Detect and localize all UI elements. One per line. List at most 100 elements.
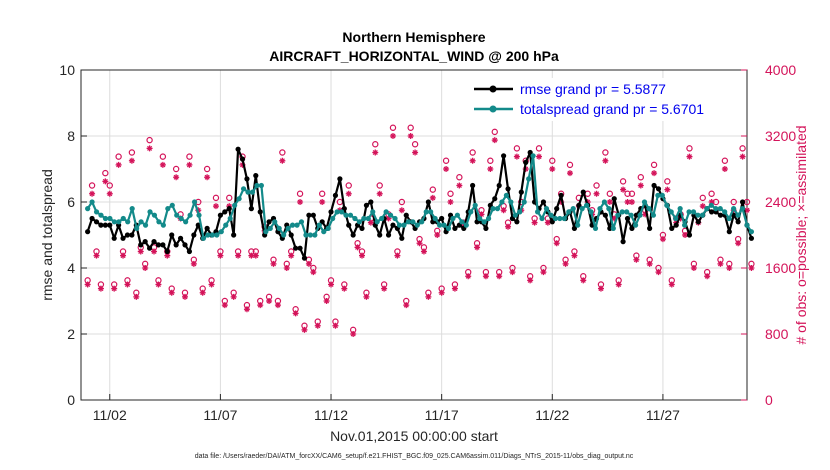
obs-assimilated-point (505, 223, 512, 230)
obs-assimilated-stroke (315, 323, 321, 329)
obs-assimilated-stroke (93, 253, 100, 259)
obs-assimilated-point (97, 285, 104, 292)
rmse-point (155, 242, 162, 248)
obs-assimilated-stroke (381, 286, 387, 292)
totalspread-point (356, 219, 362, 225)
obs-assimilated-point (115, 161, 122, 168)
obs-assimilated-point (345, 190, 352, 197)
obs-assimilated-point (270, 260, 277, 267)
totalspread-point (129, 206, 135, 212)
obs-assimilated-stroke (452, 286, 458, 292)
obs-assimilated-point (257, 302, 264, 309)
totalspread-point (592, 225, 599, 231)
y-axis-ticks: 0 2 4 6 8 10 (59, 62, 87, 408)
totalspread-point (650, 212, 657, 218)
rmse-point (146, 245, 153, 251)
obs-assimilated-point (283, 265, 290, 271)
totalspread-point (575, 222, 581, 228)
obs-assimilated-stroke (293, 310, 299, 316)
rmse-point (496, 182, 502, 189)
obs-assimilated-point (686, 153, 693, 160)
obs-possible-point (535, 145, 543, 152)
obs-assimilated-point (403, 302, 410, 309)
rmse-point (633, 212, 639, 218)
totalspread-point (690, 209, 697, 215)
totalspread-point (89, 199, 95, 205)
obs-assimilated-stroke (563, 261, 569, 267)
rmse-point (182, 242, 188, 248)
obs-assimilated-stroke (346, 191, 352, 197)
obs-possible-point (513, 145, 521, 152)
obs-assimilated-stroke (133, 294, 139, 300)
obs-assimilated-point (155, 281, 162, 288)
obs-assimilated-point (186, 161, 193, 168)
totalspread-point (249, 189, 256, 195)
rmse-point (735, 219, 741, 225)
rmse-point (695, 219, 701, 225)
obs-assimilated-point (221, 302, 228, 309)
totalspread-point (512, 212, 518, 218)
rmse-point (629, 225, 635, 231)
obs-assimilated-stroke (416, 240, 423, 246)
obs-assimilated-point (124, 281, 131, 288)
totalspread-point (717, 206, 723, 212)
obs-assimilated-stroke (651, 170, 657, 176)
x-tick-label: 11/22 (535, 407, 569, 423)
totalspread-point (240, 186, 247, 192)
rmse-point (151, 239, 157, 245)
y-tick-label: 6 (67, 194, 75, 210)
totalspread-point (330, 215, 336, 222)
obs-assimilated-point (328, 281, 335, 288)
obs-possible-point (407, 124, 414, 131)
x-tick-label: 11/02 (93, 407, 127, 423)
rmse-point (160, 242, 166, 248)
obs-assimilated-stroke (439, 290, 445, 296)
obs-possible-point (566, 161, 574, 169)
totalspread-point (232, 202, 238, 208)
obs-assimilated-stroke (377, 191, 383, 197)
obs-assimilated-point (133, 293, 140, 300)
y-axis-label: rmse and totalspread (39, 169, 55, 301)
obs-assimilated-stroke (638, 182, 644, 189)
rmse-point (470, 182, 476, 189)
rmse-point (129, 232, 135, 238)
obs-possible-point (602, 149, 609, 156)
obs-assimilated-point (381, 285, 388, 292)
rmse-point (726, 229, 732, 235)
rmse-point (235, 146, 241, 152)
obs-assimilated-point (739, 153, 746, 160)
rmse-point (377, 232, 383, 238)
obs-assimilated-stroke (447, 199, 454, 205)
obs-assimilated-stroke (217, 253, 223, 259)
totalspread-point (646, 206, 652, 212)
obs-assimilated-point (633, 256, 640, 263)
totalspread-point (628, 212, 634, 218)
obs-assimilated-stroke (682, 232, 688, 238)
obs-assimilated-stroke (456, 182, 462, 189)
totalspread-point (285, 225, 291, 231)
rmse-point (107, 222, 113, 228)
obs-assimilated-stroke (430, 195, 436, 201)
totalspread-point (704, 206, 710, 212)
obs-assimilated-stroke (182, 294, 188, 300)
totalspread-point (735, 212, 741, 218)
obs-possible-point (279, 149, 286, 156)
obs-possible-point (398, 198, 406, 206)
rmse-point (501, 153, 507, 159)
totalspread-point (245, 189, 251, 195)
totalspread-point (539, 215, 545, 222)
obs-assimilated-point (597, 285, 604, 292)
obs-assimilated-stroke (102, 178, 108, 184)
obs-assimilated-point (571, 252, 578, 259)
obs-assimilated-stroke (284, 265, 290, 271)
totalspread-point (334, 209, 340, 215)
totalspread-point (214, 232, 220, 238)
obs-assimilated-point (111, 285, 118, 292)
obs-assimilated-stroke (629, 199, 635, 205)
totalspread-point (338, 209, 345, 215)
rmse-point (98, 222, 104, 228)
obs-possible-point (372, 141, 379, 148)
totalspread-point (521, 199, 527, 205)
obs-assimilated-point (655, 269, 662, 276)
rmse-point (102, 222, 108, 228)
